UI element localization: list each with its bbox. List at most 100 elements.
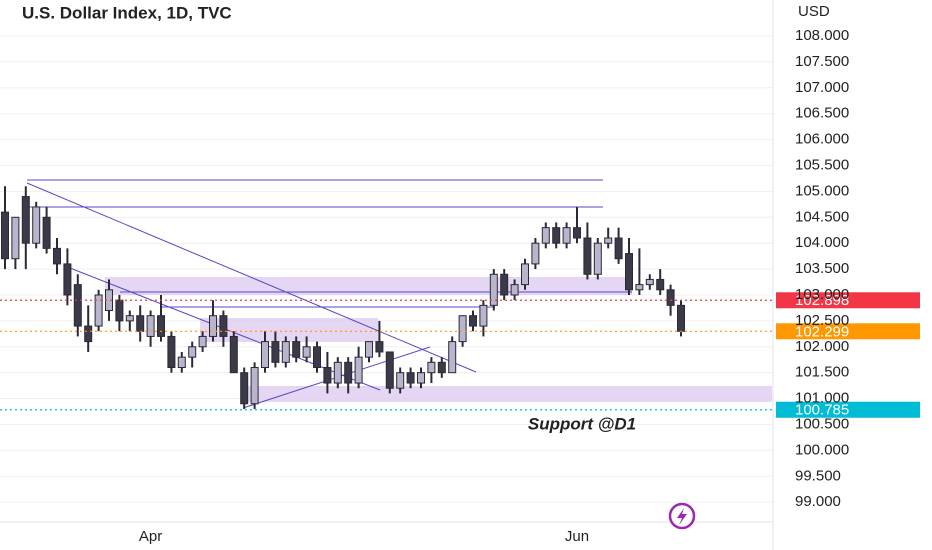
y-tick-label: 108.000 [795, 27, 849, 44]
candle-body [489, 273, 498, 306]
candle-body [666, 289, 675, 306]
candle-body [562, 227, 571, 244]
candle-body [604, 237, 613, 244]
candle-body [167, 335, 176, 369]
candle-body [552, 227, 561, 244]
y-tick-label: 102.500 [795, 312, 849, 329]
candle-body [125, 315, 134, 322]
candle-body [625, 253, 633, 291]
zone [245, 386, 772, 402]
candle-body [146, 315, 155, 337]
y-tick-label: 105.500 [795, 156, 849, 173]
candle-body [209, 315, 217, 337]
candle-body [157, 315, 165, 337]
price-label-box [776, 323, 920, 340]
y-tick-label: 104.500 [795, 208, 849, 225]
candle-body [521, 263, 529, 286]
candle-body [406, 372, 415, 384]
candle-body [229, 335, 238, 374]
candle-body [313, 346, 321, 369]
candle-body [344, 361, 353, 384]
chart-title: U.S. Dollar Index, 1D, TVC [22, 3, 232, 22]
candle-body [292, 341, 301, 358]
candle-body [240, 372, 249, 405]
candle-body [271, 341, 280, 363]
y-tick-label: 101.000 [795, 390, 849, 407]
y-tick-label: 105.000 [795, 182, 849, 199]
axis-unit: USD [798, 3, 830, 20]
candle-body [437, 361, 446, 374]
y-tick-label: 103.000 [795, 286, 849, 303]
annotation: Support @D1 [528, 414, 636, 433]
y-tick-label: 100.000 [795, 441, 849, 458]
y-tick-label: 106.000 [795, 131, 849, 148]
candle-body [84, 325, 93, 343]
price-label: 102.299 [795, 323, 849, 340]
y-tick-label: 104.000 [795, 234, 849, 251]
zone [200, 318, 378, 342]
candle-body [593, 242, 602, 275]
candle-body [11, 216, 20, 260]
candle-body [73, 284, 82, 327]
candle-body [354, 356, 363, 384]
candle-body [614, 237, 623, 260]
y-tick-label: 103.500 [795, 260, 849, 277]
y-tick-label: 107.500 [795, 53, 849, 70]
candle-body [53, 247, 61, 265]
candle-body [32, 206, 41, 244]
candle-body [469, 315, 477, 327]
candle-body [188, 346, 197, 358]
y-tick-label: 106.500 [795, 105, 849, 122]
candle-body [21, 196, 30, 244]
candle-body [385, 351, 394, 389]
candle-body [115, 299, 124, 322]
x-tick-label: Jun [565, 528, 589, 545]
candle-body [635, 284, 644, 291]
candle-body [333, 361, 342, 384]
price-lines: 102.898 102.299 100.785 [0, 292, 920, 419]
candles [1, 186, 685, 409]
price-label: 102.898 [795, 292, 849, 309]
y-tick-label: 99.000 [795, 493, 841, 510]
candle-body [417, 372, 425, 384]
candle-body [427, 361, 436, 374]
icon-bolt[interactable] [677, 508, 687, 525]
candle-body [500, 273, 509, 296]
candle-body [656, 278, 665, 291]
trend-line [26, 182, 477, 373]
candle-body [261, 341, 269, 369]
candle-body [573, 227, 581, 239]
price-label: 100.785 [795, 402, 849, 419]
candle-body [510, 284, 519, 296]
candle-body [375, 341, 384, 353]
drawings [26, 179, 772, 409]
candle-body [448, 341, 457, 374]
candle-body [541, 227, 550, 244]
x-tick-label: Apr [139, 528, 162, 545]
candle-body [531, 242, 540, 265]
candle-body [323, 367, 332, 384]
y-tick-label: 102.000 [795, 338, 849, 355]
candle-body [198, 335, 207, 348]
candle-body [365, 341, 373, 358]
grid [0, 35, 773, 503]
y-tick-label: 99.500 [795, 467, 841, 484]
candle-body [136, 315, 145, 332]
y-tick-label: 101.500 [795, 364, 849, 381]
price-label-box [776, 292, 920, 309]
candle-body [219, 315, 228, 337]
candle-body [250, 367, 259, 405]
candle-body [63, 263, 72, 296]
candle-body [177, 356, 186, 369]
candle-body [583, 237, 592, 275]
candle-body [302, 346, 311, 358]
candle-body [479, 304, 488, 327]
y-tick-label: 100.500 [795, 415, 849, 432]
candle-body [677, 304, 685, 332]
replay-icon[interactable] [668, 502, 696, 530]
candle-body [281, 341, 290, 363]
candle-body [645, 278, 654, 286]
candle-body [396, 372, 405, 389]
